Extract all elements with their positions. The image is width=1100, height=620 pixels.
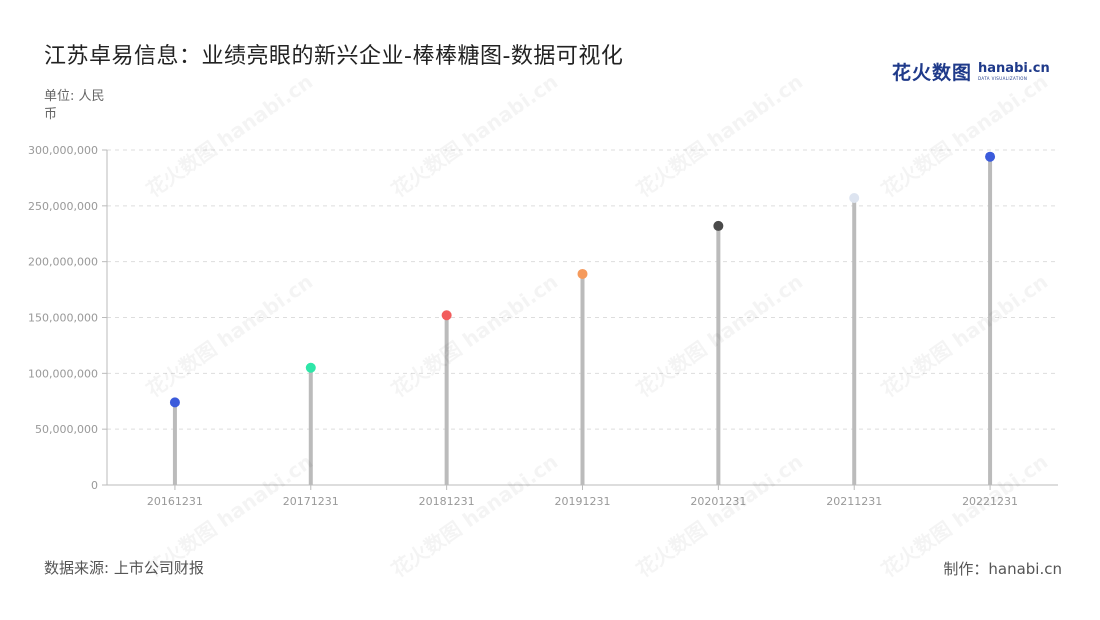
brand-logo: 花火数图 hanabi.cn DATA VISUALIZATION: [892, 58, 1050, 85]
lollipop-dot: [985, 151, 996, 162]
lollipop-dot: [441, 310, 452, 321]
lollipop-dot: [305, 362, 316, 373]
stem-layer: [172, 156, 993, 485]
y-tick-label: 0: [91, 479, 98, 492]
data-source: 数据来源: 上市公司财报: [44, 559, 204, 577]
x-tick-label: 20221231: [962, 495, 1018, 508]
lollipop-dot: [169, 397, 180, 408]
y-tick-label: 300,000,000: [28, 144, 98, 157]
lollipop-dot: [713, 220, 724, 231]
y-tick-label: 200,000,000: [28, 256, 98, 269]
y-tick-label: 50,000,000: [35, 423, 98, 436]
x-tick-label: 20181231: [419, 495, 475, 508]
y-tick-label: 250,000,000: [28, 200, 98, 213]
y-tick-label: 100,000,000: [28, 367, 98, 380]
logo-english-text: hanabi.cn: [978, 61, 1050, 76]
x-tick-label: 20211231: [826, 495, 882, 508]
logo-english-block: hanabi.cn DATA VISUALIZATION: [978, 62, 1050, 81]
dot-layer: [169, 151, 996, 408]
x-tick-label: 20191231: [555, 495, 611, 508]
x-tick-label: 20171231: [283, 495, 339, 508]
lollipop-dot: [849, 193, 860, 204]
lollipop-dot: [577, 268, 588, 279]
x-tick-label: 20201231: [690, 495, 746, 508]
logo-chinese-text: 花火数图: [892, 62, 973, 84]
unit-label: 单位: 人民币: [44, 89, 105, 122]
credit-label: 制作：hanabi.cn: [943, 560, 1062, 578]
chart-title: 江苏卓易信息：业绩亮眼的新兴企业-棒棒糖图-数据可视化: [44, 44, 624, 69]
logo-subtitle: DATA VISUALIZATION: [978, 76, 1028, 81]
axis-layer: 0 50,000,000 100,000,000 150,000,000 200,000…: [28, 144, 1058, 508]
x-tick-label: 20161231: [147, 495, 203, 508]
y-tick-label: 150,000,000: [28, 312, 98, 325]
